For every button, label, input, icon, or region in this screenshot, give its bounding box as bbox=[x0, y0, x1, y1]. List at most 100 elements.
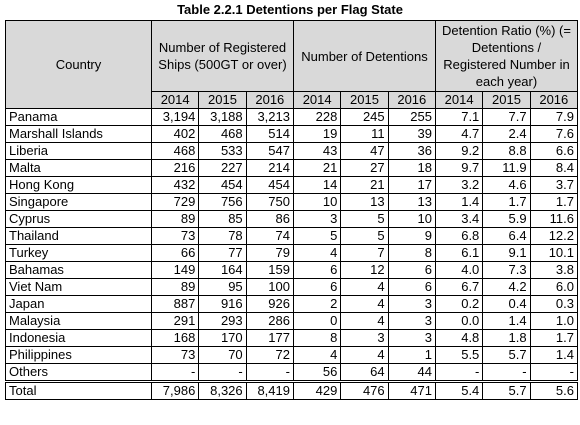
value-cell: 227 bbox=[198, 159, 247, 177]
value-cell: 255 bbox=[387, 108, 436, 126]
value-cell: 64 bbox=[340, 363, 389, 382]
country-header: Country bbox=[5, 20, 152, 109]
value-cell: 19 bbox=[292, 125, 342, 143]
value-cell: - bbox=[245, 363, 294, 382]
value-cell: 916 bbox=[198, 295, 247, 313]
value-cell: 149 bbox=[150, 261, 200, 279]
value-cell: 6.4 bbox=[482, 227, 531, 245]
value-cell: 402 bbox=[150, 125, 200, 143]
value-cell: 228 bbox=[292, 108, 342, 126]
country-cell: Indonesia bbox=[5, 329, 152, 347]
group-header: Number of Registered Ships (500GT or ove… bbox=[151, 20, 294, 92]
value-cell: 3,188 bbox=[198, 108, 247, 126]
value-cell: 170 bbox=[198, 329, 247, 347]
value-cell: 47 bbox=[340, 142, 389, 160]
value-cell: 214 bbox=[245, 159, 294, 177]
value-cell: 468 bbox=[150, 142, 200, 160]
value-cell: 5 bbox=[340, 210, 389, 228]
value-cell: 5.4 bbox=[434, 380, 484, 400]
value-cell: 74 bbox=[245, 227, 294, 245]
value-cell: 1.0 bbox=[529, 312, 579, 330]
year-header: 2015 bbox=[340, 91, 389, 109]
group-header: Detention Ratio (%) (= Detentions / Regi… bbox=[434, 20, 579, 92]
data-row: Others - - -56 64 44- - - bbox=[5, 363, 579, 382]
value-cell: 5.6 bbox=[529, 380, 579, 400]
country-cell: Liberia bbox=[5, 142, 152, 160]
total-row: Total 7,986 8,326 8,419 429 476 471 5.4 5.7 5.6 bbox=[5, 380, 579, 400]
header-row: Country Number of Registered Ships (500G… bbox=[5, 20, 579, 109]
value-cell: 756 bbox=[198, 193, 247, 211]
value-cell: 1.4 bbox=[482, 312, 531, 330]
year-header: 2016 bbox=[245, 91, 294, 109]
data-row: Philippines 73 70 72 4 4 1 5.5 5.7 1.4 bbox=[5, 346, 579, 364]
country-cell: Malta bbox=[5, 159, 152, 177]
value-cell: 8,419 bbox=[245, 380, 294, 400]
value-cell: 14 bbox=[292, 176, 342, 194]
country-cell: Singapore bbox=[5, 193, 152, 211]
value-cell: 6 bbox=[387, 278, 436, 296]
value-cell: 286 bbox=[245, 312, 294, 330]
value-cell: 291 bbox=[150, 312, 200, 330]
value-cell: 454 bbox=[245, 176, 294, 194]
value-cell: 6.8 bbox=[434, 227, 484, 245]
country-cell: Hong Kong bbox=[5, 176, 152, 194]
value-cell: 4.2 bbox=[482, 278, 531, 296]
value-cell: 36 bbox=[387, 142, 436, 160]
value-cell: 4 bbox=[340, 346, 389, 364]
value-cell: 5 bbox=[340, 227, 389, 245]
value-cell: 729 bbox=[150, 193, 200, 211]
value-cell: 3 bbox=[292, 210, 342, 228]
value-cell: 471 bbox=[387, 380, 436, 400]
data-row: Japan 887 916 926 2 4 3 0.2 0.4 0.3 bbox=[5, 295, 579, 313]
country-cell: Malaysia bbox=[5, 312, 152, 330]
value-cell: 0.0 bbox=[434, 312, 484, 330]
value-cell: 5.7 bbox=[482, 380, 531, 400]
value-cell: 0.3 bbox=[529, 295, 579, 313]
data-row: Panama 3,194 3,188 3,213 228 245 255 7.1 7.7 7.9 bbox=[5, 108, 579, 126]
value-cell: 887 bbox=[150, 295, 200, 313]
value-cell: 2.4 bbox=[482, 125, 531, 143]
value-cell: 168 bbox=[150, 329, 200, 347]
value-cell: 11.6 bbox=[529, 210, 579, 228]
value-cell: 454 bbox=[198, 176, 247, 194]
year-header: 2014 bbox=[150, 91, 200, 109]
value-cell: 79 bbox=[245, 244, 294, 262]
value-cell: 70 bbox=[198, 346, 247, 364]
value-cell: 100 bbox=[245, 278, 294, 296]
value-cell: 7,986 bbox=[150, 380, 200, 400]
country-cell: Total bbox=[5, 380, 152, 400]
data-row: Malaysia 291 293 286 0 4 3 0.0 1.4 1.0 bbox=[5, 312, 579, 330]
value-cell: 7.1 bbox=[434, 108, 484, 126]
country-cell: Others bbox=[5, 363, 152, 382]
value-cell: 4 bbox=[292, 346, 342, 364]
value-cell: 12.2 bbox=[529, 227, 579, 245]
value-cell: 5.7 bbox=[482, 346, 531, 364]
value-cell: 85 bbox=[198, 210, 247, 228]
value-cell: 72 bbox=[245, 346, 294, 364]
value-cell: 13 bbox=[340, 193, 389, 211]
value-cell: 6 bbox=[292, 261, 342, 279]
value-cell: 9 bbox=[387, 227, 436, 245]
value-cell: 4.0 bbox=[434, 261, 484, 279]
value-cell: 6.0 bbox=[529, 278, 579, 296]
data-row: Bahamas 149 164 159 6 12 6 4.0 7.3 3.8 bbox=[5, 261, 579, 279]
value-cell: 8.4 bbox=[529, 159, 579, 177]
value-cell: 0 bbox=[292, 312, 342, 330]
value-cell: 7.3 bbox=[482, 261, 531, 279]
value-cell: 27 bbox=[340, 159, 389, 177]
value-cell: 7.7 bbox=[482, 108, 531, 126]
value-cell: 1.7 bbox=[529, 193, 579, 211]
value-cell: 21 bbox=[340, 176, 389, 194]
value-cell: 9.2 bbox=[434, 142, 484, 160]
value-cell: 4 bbox=[292, 244, 342, 262]
value-cell: 77 bbox=[198, 244, 247, 262]
value-cell: 11.9 bbox=[482, 159, 531, 177]
value-cell: 66 bbox=[150, 244, 200, 262]
value-cell: 1.4 bbox=[434, 193, 484, 211]
data-row: Indonesia 168 170 177 8 3 3 4.8 1.8 1.7 bbox=[5, 329, 579, 347]
data-row: Turkey 66 77 79 4 7 8 6.1 9.1 10.1 bbox=[5, 244, 579, 262]
value-cell: 39 bbox=[387, 125, 436, 143]
value-cell: 7.9 bbox=[529, 108, 579, 126]
data-row: Thailand 73 78 74 5 5 9 6.8 6.4 12.2 bbox=[5, 227, 579, 245]
value-cell: 43 bbox=[292, 142, 342, 160]
